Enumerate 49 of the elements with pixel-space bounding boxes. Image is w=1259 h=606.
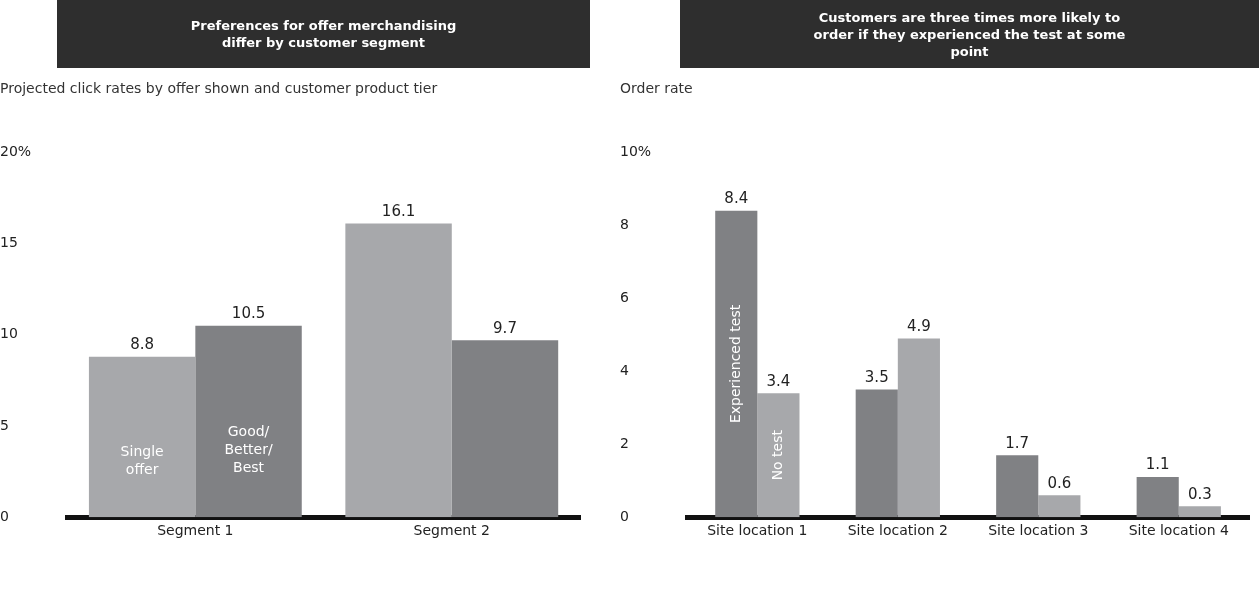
bar	[715, 210, 758, 518]
data-label: 0.3	[1187, 484, 1212, 503]
data-label: 1.1	[1145, 455, 1170, 474]
data-label: 3.5	[864, 367, 889, 386]
data-label: 16.1	[381, 201, 416, 220]
y-tick-label: 0	[620, 507, 629, 524]
x-tick-label: Site location 2	[847, 522, 948, 539]
series-label: Experienced test	[726, 304, 743, 424]
series-label: Single offer	[120, 442, 164, 477]
x-tick-label: Site location 4	[1128, 522, 1229, 539]
bar	[996, 455, 1039, 518]
y-tick-label: 10%	[620, 143, 652, 160]
bar	[195, 325, 302, 518]
bar	[345, 223, 452, 518]
y-tick-label: 20%	[0, 143, 32, 160]
x-tick-label: Segment 2	[413, 522, 490, 539]
x-tick-label: Site location 1	[707, 522, 808, 539]
data-label: 10.5	[231, 304, 266, 323]
series-label: Good/Better/Best	[224, 422, 273, 475]
y-tick-label: 8	[620, 216, 629, 232]
y-tick-label: 10	[0, 325, 18, 342]
data-label: 0.6	[1047, 473, 1072, 492]
x-tick-label: Site location 3	[988, 522, 1089, 539]
bar	[1178, 506, 1221, 518]
series-label: No test	[769, 429, 786, 481]
bar	[897, 338, 940, 518]
y-tick-label: 5	[0, 416, 9, 433]
chart-title: Preferences for offer merchandising differ by customer segment	[57, 0, 590, 68]
bar	[757, 393, 800, 518]
data-label: 1.7	[1005, 433, 1030, 452]
bar	[88, 356, 196, 518]
y-tick-label: 15	[0, 234, 18, 251]
data-label: 8.8	[130, 335, 155, 354]
y-tick-label: 0	[0, 507, 9, 524]
bar	[451, 340, 559, 518]
data-label: 3.4	[766, 371, 791, 390]
bar	[855, 389, 898, 518]
chart-title: Customers are three times more likely to order if they experienced the test at some point	[680, 0, 1259, 68]
data-label: 8.4	[724, 189, 749, 208]
chart-subtitle: Order rate	[620, 80, 694, 96]
x-tick-label: Segment 1	[157, 522, 234, 539]
data-label: 4.9	[906, 316, 931, 335]
bar	[1038, 495, 1081, 518]
bar	[1136, 477, 1179, 518]
data-label: 9.7	[493, 318, 517, 337]
y-tick-label: 4	[620, 361, 629, 378]
y-tick-label: 2	[620, 434, 629, 451]
y-tick-label: 6	[620, 288, 629, 305]
chart-subtitle: Projected click rates by offer shown and customer product tier	[0, 80, 439, 96]
